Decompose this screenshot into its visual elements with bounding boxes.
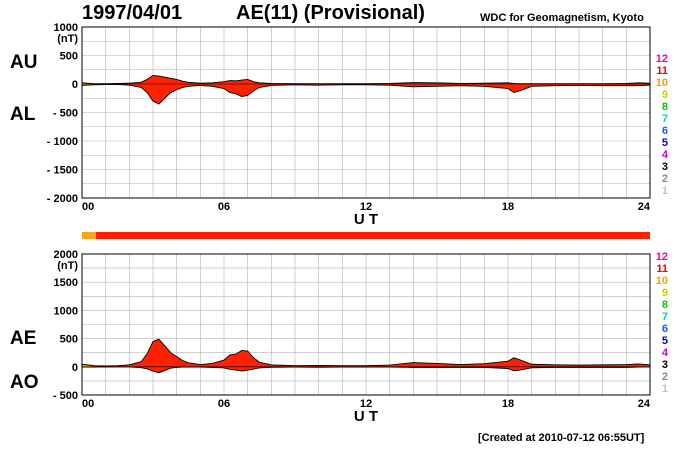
early-interval-patch: [82, 364, 92, 368]
y-tick-label: 500: [60, 334, 78, 346]
station-count-4: 4: [662, 347, 669, 359]
y-tick-label: - 2000: [47, 193, 78, 205]
x-tick-label: 06: [218, 201, 230, 213]
x-axis-label: U T: [354, 408, 378, 425]
created-timestamp: [Created at 2010-07-12 06:55UT]: [478, 432, 645, 444]
plot-frame: [81, 253, 651, 396]
station-count-1: 1: [662, 383, 668, 395]
station-count-2: 2: [662, 371, 668, 383]
station-count-7: 7: [662, 113, 668, 125]
al-label: AL: [10, 104, 36, 125]
ae-ao-chart: 2000 1500 1000 500 0 - 500 (nT) 00 06 12 18 24 U T: [53, 249, 651, 425]
x-tick-label: 12: [360, 201, 372, 213]
y-tick-label: 1500: [54, 277, 78, 289]
y-unit-label: (nT): [57, 260, 78, 272]
x-tick-label: 06: [218, 398, 230, 410]
y-tick-label: - 1500: [47, 165, 78, 177]
y-tick-label: 0: [72, 362, 78, 374]
station-count-8: 8: [662, 299, 668, 311]
coverage-bar: [82, 232, 650, 239]
coverage-bar-early: [82, 232, 96, 239]
station-count-12: 12: [656, 53, 668, 65]
y-tick-label: 500: [60, 51, 78, 63]
station-count-4: 4: [662, 149, 669, 161]
al-line: [81, 84, 651, 105]
al-area: [82, 84, 650, 104]
y-tick-label: 0: [72, 79, 78, 91]
station-coverage-strip: [82, 232, 650, 239]
station-count-6: 6: [662, 125, 668, 137]
x-tick-label: 18: [502, 201, 514, 213]
plot-frame: [81, 26, 651, 199]
x-tick-label: 24: [638, 201, 651, 213]
station-count-8: 8: [662, 101, 668, 113]
y-tick-label: 2000: [54, 249, 78, 261]
ao-label: AO: [10, 372, 39, 393]
y-tick-label: - 1000: [47, 136, 78, 148]
y-tick-label: - 500: [53, 108, 78, 120]
station-count-10: 10: [656, 275, 668, 287]
station-count-12: 12: [656, 251, 668, 263]
chart-title: AE(11) (Provisional): [236, 2, 425, 24]
station-count-1: 1: [662, 185, 668, 197]
station-count-5: 5: [662, 137, 668, 149]
station-count-9: 9: [662, 287, 668, 299]
station-count-11: 11: [656, 65, 668, 77]
ae-line: [81, 338, 651, 367]
x-axis-label: U T: [354, 211, 378, 228]
x-tick-label: 00: [82, 398, 94, 410]
station-count-2: 2: [662, 173, 668, 185]
ao-line: [82, 366, 651, 374]
y-tick-label: - 500: [53, 390, 78, 402]
x-tick-label: 24: [638, 398, 651, 410]
data-source: WDC for Geomagnetism, Kyoto: [480, 12, 644, 24]
station-count-10: 10: [656, 77, 668, 89]
station-count-5: 5: [662, 335, 668, 347]
x-tick-label: 18: [502, 398, 514, 410]
ae-area: [82, 339, 650, 367]
au-al-chart: 1000 500 0 - 500 - 1000 - 1500 - 2000 (nT) 00 06 1…: [47, 22, 651, 228]
y-unit-label: (nT): [57, 33, 78, 45]
x-tick-label: 00: [82, 201, 94, 213]
station-count-3: 3: [662, 359, 668, 371]
station-count-7: 7: [662, 311, 668, 323]
ae-label: AE: [10, 328, 37, 349]
x-tick-label: 12: [360, 398, 372, 410]
chart-date: 1997/04/01: [82, 2, 183, 24]
y-tick-label: 1000: [54, 22, 78, 34]
station-count-9: 9: [662, 89, 668, 101]
station-count-3: 3: [662, 161, 668, 173]
station-count-6: 6: [662, 323, 668, 335]
au-label: AU: [10, 52, 38, 73]
y-tick-label: 1000: [54, 305, 78, 317]
station-count-11: 11: [656, 263, 668, 275]
